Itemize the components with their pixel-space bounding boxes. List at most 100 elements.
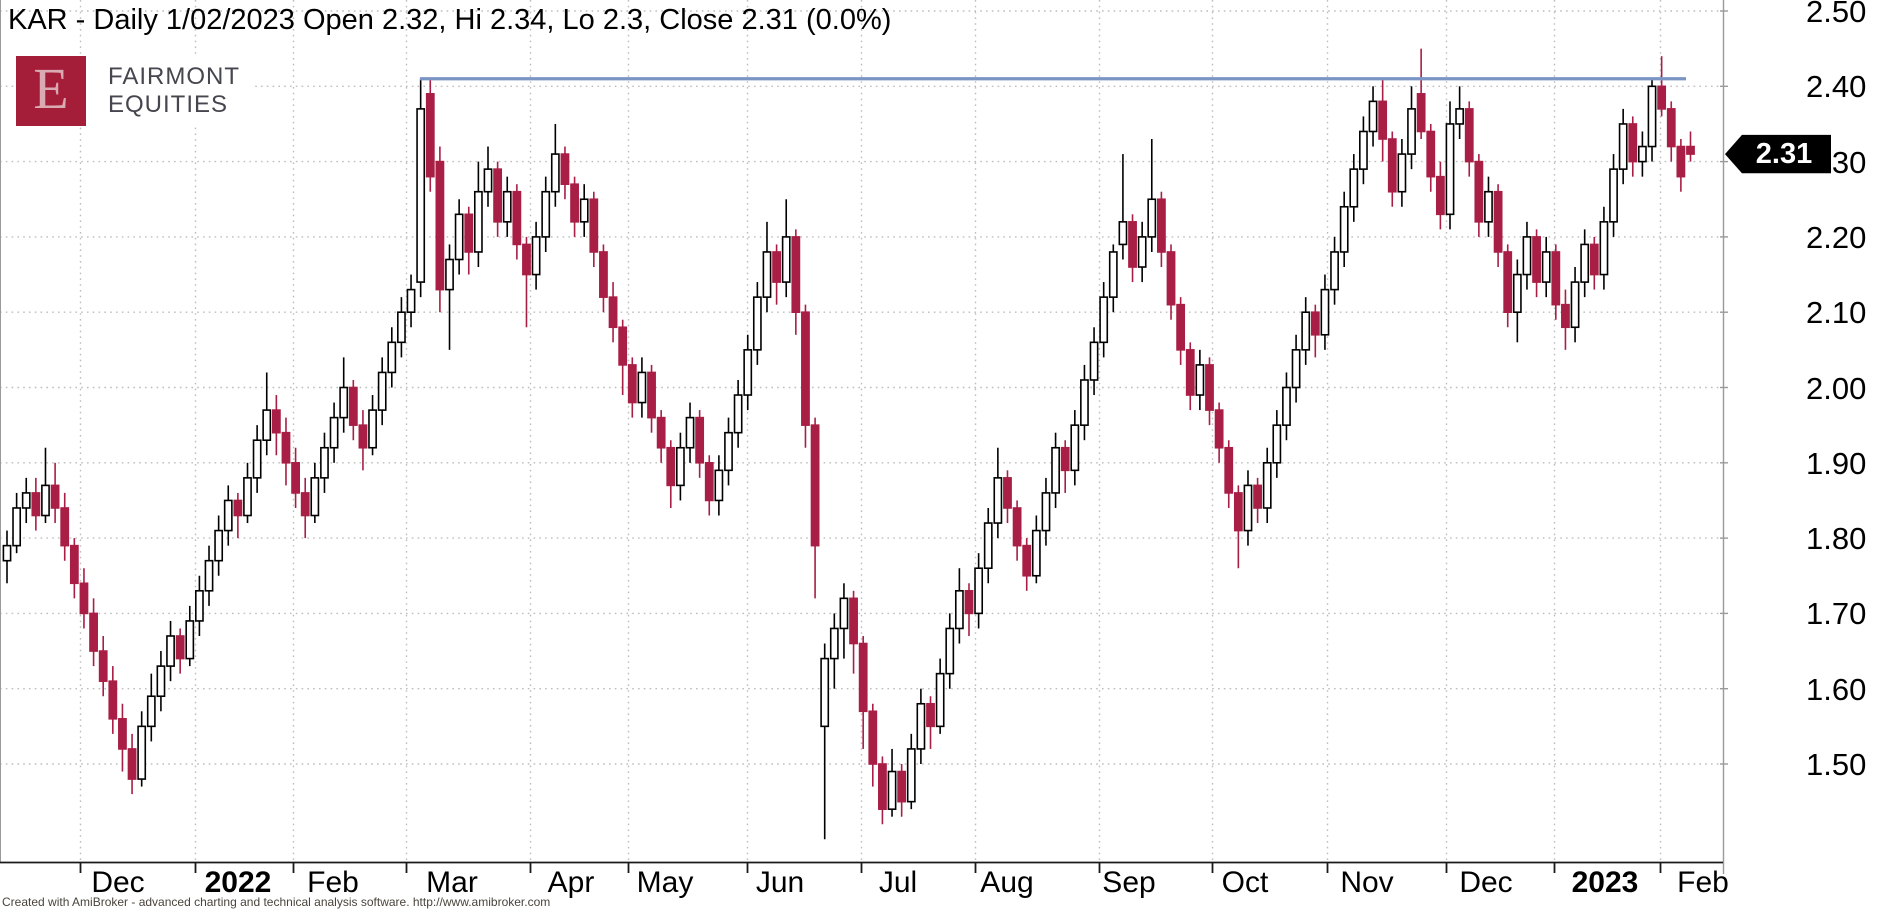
month-label: Feb: [307, 866, 359, 899]
candlestick: [358, 410, 368, 471]
candlestick: [1503, 244, 1513, 328]
candlestick: [1310, 304, 1320, 358]
candlestick: [743, 334, 753, 411]
candlestick: [368, 395, 377, 456]
candlestick: [1387, 131, 1397, 207]
candlestick: [724, 417, 733, 486]
price-axis-label: 1.50: [1806, 747, 1867, 782]
candlestick: [454, 199, 464, 275]
candlestick: [608, 282, 618, 343]
candlestick: [2, 530, 12, 584]
candlestick: [1031, 515, 1041, 584]
candlestick: [926, 696, 935, 749]
candlestick: [906, 733, 916, 810]
candlestick: [1099, 282, 1109, 358]
candlestick: [829, 613, 839, 689]
candlestick: [1686, 131, 1695, 162]
price-axis-label: 1.80: [1806, 521, 1867, 557]
chart-title: KAR - Daily 1/02/2023 Open 2.32, Hi 2.34…: [8, 4, 892, 36]
candlestick: [1166, 244, 1176, 320]
candlestick: [1541, 236, 1551, 298]
candlestick: [1484, 176, 1493, 237]
candlestick: [1628, 116, 1638, 177]
month-label: May: [636, 866, 694, 899]
candlestick: [493, 161, 503, 237]
candlestick: [118, 703, 127, 772]
month-label: Dec: [91, 866, 145, 899]
candlestick: [704, 455, 714, 516]
candlestick: [41, 447, 50, 524]
candlestick: [1282, 372, 1291, 441]
candlestick: [1147, 139, 1157, 252]
candlestick: [522, 236, 531, 328]
candlestick: [1041, 477, 1051, 546]
candlestick: [271, 395, 281, 456]
candlestick: [801, 304, 810, 448]
candlestick: [1108, 244, 1118, 313]
candlestick: [185, 605, 195, 667]
candlestick: [98, 635, 108, 697]
candlestick: [1195, 349, 1205, 411]
month-label: Aug: [980, 866, 1034, 899]
candlestick: [1407, 86, 1416, 170]
candlestick: [1464, 101, 1474, 177]
candlestick: [656, 410, 666, 463]
candlestick: [772, 244, 781, 305]
candlestick: [589, 191, 599, 268]
footer-credit: Created with AmiBroker - advanced charti…: [2, 895, 551, 909]
candlestick: [878, 756, 887, 825]
month-label: Oct: [1221, 866, 1269, 899]
candlestick: [1580, 229, 1590, 298]
price-chart-plot[interactable]: [0, 0, 1760, 878]
candlestick: [79, 568, 89, 629]
candlestick: [1262, 447, 1272, 524]
candlestick: [1089, 327, 1099, 396]
candlestick: [1205, 357, 1214, 426]
candlestick: [445, 244, 454, 350]
candlestick: [647, 364, 656, 433]
candlestick: [1493, 184, 1503, 268]
candlestick: [473, 161, 483, 268]
month-label: Dec: [1459, 866, 1513, 899]
candlestick: [752, 282, 762, 365]
candlestick: [762, 221, 772, 313]
candlestick: [69, 538, 79, 599]
candlestick: [1003, 470, 1012, 524]
candlestick: [1272, 410, 1282, 478]
candlestick: [1339, 191, 1349, 268]
price-axis-label: 2.10: [1806, 295, 1867, 331]
candlestick: [1320, 274, 1330, 350]
candlestick: [849, 590, 858, 674]
candlestick: [233, 492, 243, 539]
candlestick: [1137, 221, 1147, 283]
candlestick: [1397, 139, 1407, 207]
axis-tick-marks: [79, 10, 1728, 873]
candlestick: [618, 319, 628, 396]
candlestick: [12, 492, 22, 554]
candlestick: [1589, 236, 1599, 290]
candlestick: [21, 477, 31, 524]
candlestick: [954, 568, 964, 644]
candlestick: [1070, 410, 1080, 486]
candlestick: [1022, 538, 1032, 591]
candlestick: [1618, 108, 1628, 185]
candlestick: [791, 229, 801, 335]
candlestick: [733, 379, 743, 448]
candlestick: [1349, 154, 1359, 222]
price-axis-label: 1.90: [1806, 445, 1867, 481]
candlestick: [579, 184, 589, 237]
candlestick: [223, 485, 233, 546]
candlestick: [1416, 48, 1426, 140]
month-label: Sep: [1102, 866, 1156, 899]
candlestick: [1291, 334, 1301, 403]
logo-mark-square: E: [16, 56, 86, 126]
candlestick: [214, 515, 224, 576]
candlestick: [435, 146, 445, 313]
candlestick: [1445, 101, 1455, 230]
candlestick: [1426, 123, 1436, 192]
candlestick: [377, 357, 387, 426]
candlestick: [964, 583, 974, 636]
candlestick: [1368, 86, 1378, 147]
candlestick: [1474, 154, 1484, 237]
